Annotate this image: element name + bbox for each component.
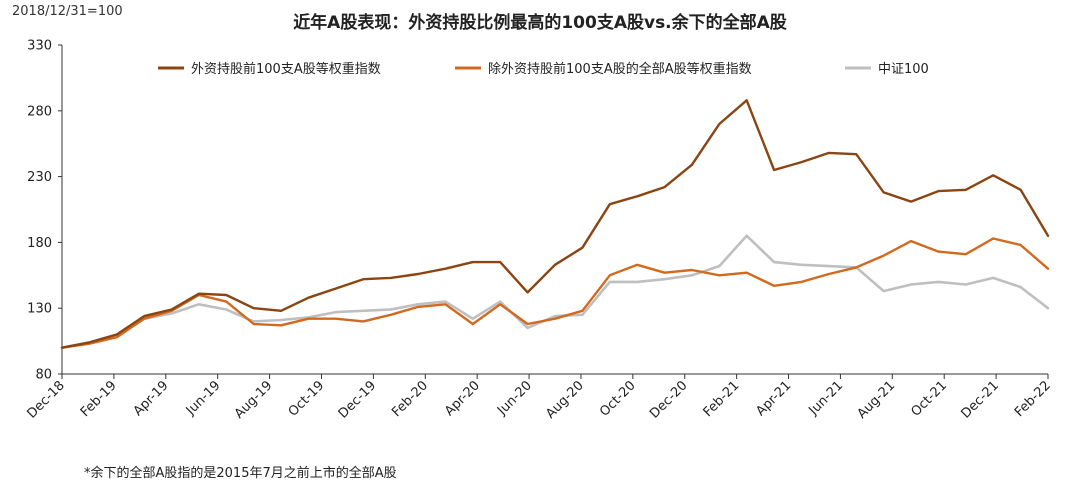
y-tick-label: 230: [27, 170, 52, 185]
legend-label-3: 中证100: [878, 62, 929, 77]
chart-title: 近年A股表现：外资持股比例最高的100支A股vs.余下的全部A股: [293, 13, 787, 33]
axes: 80 130 180 230 280 330 Dec-18 Feb-19 Apr-19 Jun-1…: [24, 39, 1053, 422]
y-tick-label: 280: [27, 104, 52, 119]
footnote: *余下的全部A股指的是2015年7月之前上市的全部A股: [84, 466, 397, 481]
x-tick-label: Feb-21: [701, 378, 743, 420]
x-tick-label: Apr-21: [753, 378, 794, 419]
x-tick-label: Feb-19: [78, 378, 120, 420]
x-tick-label: Aug-20: [543, 378, 587, 422]
legend-label-1: 外资持股前100支A股等权重指数: [191, 61, 381, 77]
legend: 外资持股前100支A股等权重指数 除外资持股前100支A股的全部A股等权重指数 中证…: [158, 61, 929, 77]
x-tick-label: Feb-20: [389, 378, 431, 420]
x-tick-label: Dec-18: [24, 378, 67, 421]
legend-label-2: 除外资持股前100支A股的全部A股等权重指数: [488, 61, 752, 77]
x-tick-label: Jun-21: [806, 378, 847, 419]
series-line-1: [60, 99, 1050, 349]
x-tick-label: Jun-19: [183, 378, 224, 419]
x-tick-label: Feb-22: [1012, 378, 1054, 420]
y-tick-label: 130: [27, 302, 52, 317]
x-tick-label: Dec-19: [336, 378, 379, 421]
series-layer: [60, 99, 1050, 349]
x-tick-label: Aug-21: [855, 378, 899, 422]
y-tick-label: 80: [35, 368, 52, 383]
x-tick-label: Dec-20: [647, 378, 690, 421]
x-tick-label: Oct-19: [286, 378, 328, 420]
series-line-3: [60, 234, 1050, 349]
x-tick-label: Aug-19: [232, 378, 276, 422]
base-index-note: 2018/12/31=100: [12, 4, 123, 19]
y-tick-label: 330: [27, 39, 52, 54]
x-tick-label: Apr-20: [442, 378, 483, 419]
y-tick-label: 180: [27, 236, 52, 251]
x-tick-label: Oct-20: [597, 378, 639, 420]
x-tick-label: Apr-19: [131, 378, 172, 419]
series-line-2: [60, 237, 1050, 349]
x-tick-label: Dec-21: [959, 378, 1002, 421]
x-tick-label: Jun-20: [494, 378, 535, 419]
x-tick-label: Oct-21: [909, 378, 951, 420]
